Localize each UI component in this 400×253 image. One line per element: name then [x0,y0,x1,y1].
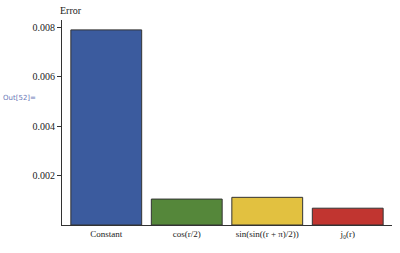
svg-text:j₀(r): j₀(r) [339,229,355,239]
svg-text:sin(sin((r + π)/2)): sin(sin((r + π)/2)) [236,229,299,239]
svg-text:Out[52]=: Out[52]= [3,94,36,102]
svg-text:0.004: 0.004 [33,121,56,132]
svg-text:0.006: 0.006 [33,71,56,82]
svg-text:Constant: Constant [90,229,123,239]
svg-text:cos(r/2): cos(r/2) [173,229,201,239]
svg-text:0.008: 0.008 [33,22,56,33]
svg-text:Error: Error [60,5,82,16]
svg-text:0.002: 0.002 [33,170,56,181]
